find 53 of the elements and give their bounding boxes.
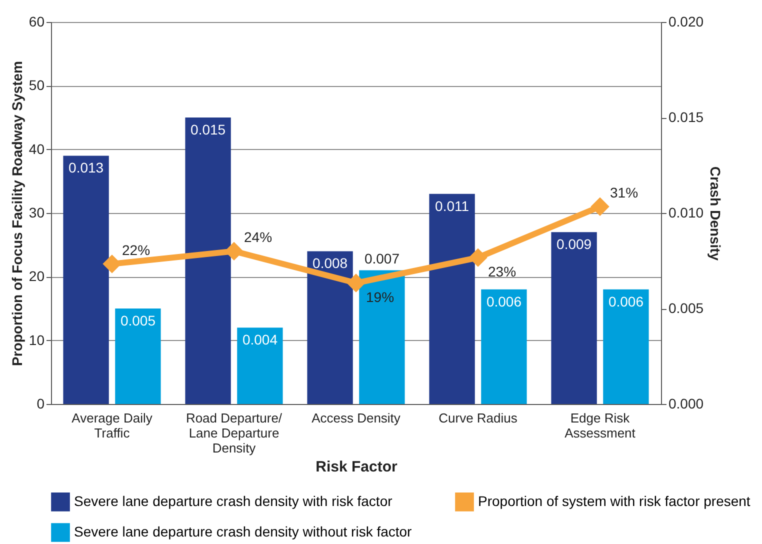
data-label: 0.005: [120, 312, 156, 328]
point: [346, 274, 366, 292]
bar: [359, 270, 405, 404]
data-label: 0.011: [435, 198, 470, 214]
bar: [429, 194, 475, 404]
y2-tick-label: 0.005: [668, 300, 704, 316]
x-tick-label: Average Daily Traffic: [72, 410, 153, 440]
y-tick-label: 50: [28, 77, 45, 94]
data-label: 0.015: [190, 122, 226, 138]
data-label: 0.007: [364, 250, 400, 266]
bar: [185, 118, 231, 404]
data-label: 0.006: [608, 293, 644, 310]
legend-label: Proportion of system with risk factor present: [478, 492, 750, 509]
x-tick-label: Edge Risk Assessment: [564, 410, 636, 440]
data-label: 0.006: [486, 293, 522, 310]
data-label: 31%: [610, 184, 638, 201]
y-tick-label: 60: [28, 14, 45, 30]
point: [468, 248, 488, 267]
point: [224, 242, 244, 261]
legend-label: Severe lane departure crash density without risk factor: [74, 524, 412, 540]
bar: [63, 156, 109, 404]
y-tick-label: 30: [28, 204, 45, 220]
x-tick-label: Curve Radius: [438, 410, 518, 426]
point: [590, 197, 610, 216]
y-tick-label: 20: [28, 268, 45, 284]
x-axis-title: Risk Factor: [316, 458, 398, 476]
x-tick-label: Road Departure/ Lane Departure Density: [186, 410, 282, 456]
data-label: 0.013: [68, 160, 104, 176]
y2-tick-label: 0.015: [668, 109, 704, 125]
data-label: 22%: [122, 242, 150, 258]
bar: [481, 289, 527, 404]
bar: [115, 308, 161, 404]
legend-label: Severe lane departure crash density with risk factor: [74, 492, 393, 509]
bar: [307, 251, 353, 404]
y-axis-title: Proportion of Focus Facility Roadway System: [8, 61, 25, 366]
y2-axis-title: Crash Density: [708, 166, 724, 261]
y-tick-label: 40: [28, 140, 45, 157]
data-label: 19%: [366, 289, 394, 306]
data-label: 0.008: [312, 255, 348, 272]
point: [102, 254, 122, 274]
y2-tick-label: 0.000: [668, 396, 704, 412]
y2-tick-label: 0.010: [668, 204, 704, 220]
bar: [603, 289, 649, 404]
data-label: 0.009: [556, 236, 592, 252]
bar: [237, 328, 283, 404]
data-label: 0.004: [242, 332, 278, 348]
y2-tick-label: 0.020: [668, 14, 704, 30]
data-label: 24%: [244, 229, 272, 246]
y-tick-label: 10: [28, 332, 45, 348]
data-label: 23%: [488, 264, 516, 280]
bar: [551, 232, 597, 404]
x-tick-label: Access Density: [312, 410, 401, 426]
y-tick-label: 0: [36, 396, 45, 412]
